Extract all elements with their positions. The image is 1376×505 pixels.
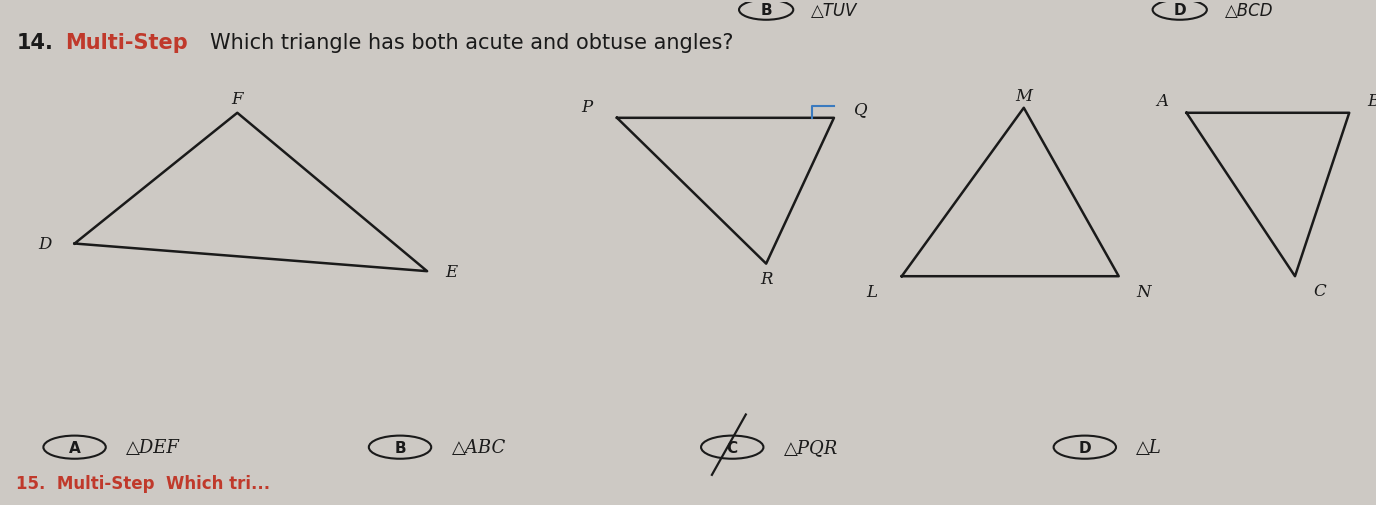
Text: B: B [394, 440, 406, 455]
Text: C: C [1313, 282, 1325, 299]
Text: A: A [1156, 92, 1168, 110]
Text: D: D [1174, 3, 1186, 18]
Text: R: R [760, 271, 772, 288]
Text: 14.: 14. [17, 33, 54, 53]
Text: B: B [1368, 92, 1376, 110]
Text: N: N [1135, 283, 1150, 300]
Text: D: D [39, 235, 51, 252]
Text: △DEF: △DEF [127, 438, 180, 457]
Text: Which triangle has both acute and obtuse angles?: Which triangle has both acute and obtuse… [211, 33, 733, 53]
Text: △PQR: △PQR [784, 438, 838, 457]
Text: △ABC: △ABC [451, 438, 506, 457]
Text: P: P [582, 99, 593, 116]
Text: △BCD: △BCD [1225, 2, 1273, 20]
Text: F: F [231, 91, 244, 108]
Text: C: C [727, 440, 738, 455]
Text: A: A [69, 440, 80, 455]
Text: E: E [446, 263, 458, 280]
Text: B: B [761, 3, 772, 18]
Text: M: M [1015, 87, 1032, 105]
Text: Multi-Step: Multi-Step [65, 33, 189, 53]
Text: 15.  Multi-Step  Which tri...: 15. Multi-Step Which tri... [17, 475, 271, 492]
Text: △L: △L [1137, 438, 1163, 457]
Text: L: L [867, 283, 878, 300]
Text: △TUV: △TUV [810, 2, 857, 20]
Text: Q: Q [854, 101, 868, 118]
Text: D: D [1079, 440, 1091, 455]
